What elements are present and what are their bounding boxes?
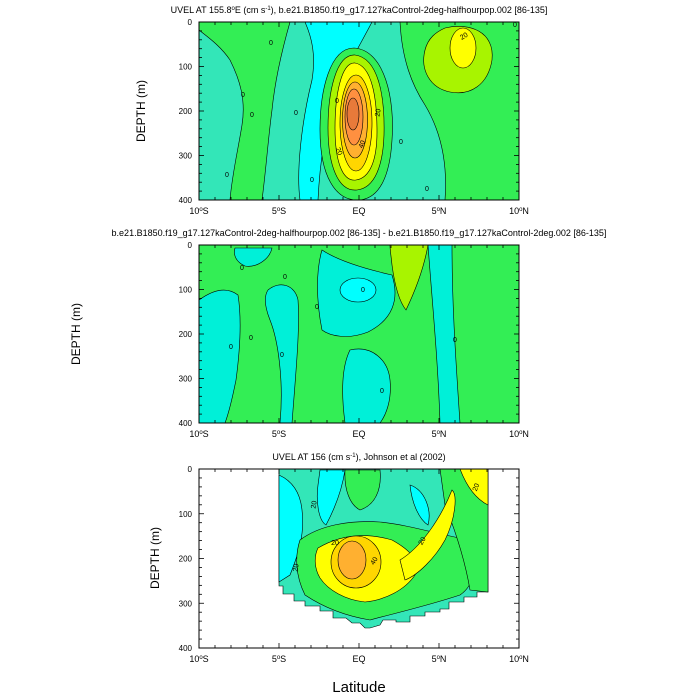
x-tick-label: EQ: [352, 206, 365, 216]
panel2-label-0: 0: [380, 388, 384, 395]
x-tick-label: 5oN: [432, 654, 447, 664]
panel1-label-0: 0: [250, 112, 254, 119]
x-tick-label: 10oN: [509, 206, 529, 216]
y-tick-label: 300: [179, 375, 193, 384]
y-tick-label: 100: [179, 286, 193, 295]
panel-model-difference: b.e21.B1850.f19_g17.127kaControl-2deg-ha…: [69, 228, 606, 439]
x-tick-label: 10oS: [189, 206, 208, 216]
panel3-label-20: 20: [472, 483, 481, 493]
x-tick-label: 10oN: [509, 654, 529, 664]
panel2-region-lime: [389, 245, 429, 311]
x-tick-label: 10oS: [189, 654, 208, 664]
panel3-region-cyan-mid: [316, 469, 346, 526]
y-tick-label: 400: [179, 644, 193, 653]
panel2-title: b.e21.B1850.f19_g17.127kaControl-2deg-ha…: [112, 228, 607, 238]
x-axis-label: Latitude: [332, 679, 385, 696]
panel1-contours: [199, 22, 519, 200]
x-tick-label: EQ: [352, 429, 365, 439]
panel1-region-eq-60: [346, 97, 360, 131]
panel2-region-cyan-left: [199, 289, 241, 423]
y-tick-label: 300: [179, 152, 193, 161]
panel2-label-0: 0: [315, 304, 319, 311]
panel2-label-0: 0: [280, 352, 284, 359]
panel2-region-cyan-right: [427, 245, 461, 423]
x-tick-label: 10oS: [189, 429, 208, 439]
panel3-region-yellow-right: [459, 469, 489, 506]
panel3-region-peak: [337, 540, 367, 580]
panel1-label-40: 40: [358, 140, 367, 150]
panel2-region-minimum: [339, 277, 377, 303]
panel2-region-cyan-topleft: [234, 247, 273, 267]
panel1-label-0: 0: [225, 172, 229, 179]
panel1-label-20-lower: 20: [334, 147, 343, 157]
y-tick-label: 400: [179, 419, 193, 428]
panel3-label-40: 40: [370, 556, 380, 566]
y-tick-label: 100: [179, 510, 193, 519]
y-tick-label: 200: [179, 107, 193, 116]
panel3-label-20: 20: [310, 500, 318, 509]
y-tick-label: 200: [179, 555, 193, 564]
panel2-label-0: 0: [361, 287, 365, 294]
panel3-contour-labels: 20 20 20 40 20 20: [292, 483, 481, 573]
panel2-ylabel: DEPTH (m): [69, 303, 83, 365]
panel1-label-0: 0: [294, 110, 298, 117]
x-tick-label: 5oN: [432, 429, 447, 439]
panel3-label-20: 20: [292, 563, 300, 572]
panel1-region-yellow-jet: [449, 27, 477, 69]
panel3-label-20: 20: [418, 536, 428, 546]
panel2-contour-labels: 0 0 0 0 0 0 0 0 0: [229, 265, 457, 395]
y-tick-label: 400: [179, 196, 193, 205]
panel1-title: UVEL AT 155.8oE (cm s-1), b.e21.B1850.f1…: [171, 5, 548, 15]
panel2-label-0: 0: [283, 274, 287, 281]
y-tick-label: 0: [188, 241, 193, 250]
x-tick-label: 5oS: [272, 654, 286, 664]
panel2-contours: [199, 245, 519, 423]
panel2-region-cyan-centerleft: [264, 284, 299, 423]
panel1-label-20-jet: 20: [459, 32, 469, 42]
y-tick-label: 300: [179, 599, 193, 608]
panel3-contours: [278, 469, 489, 629]
panel1-label-0: 0: [399, 139, 403, 146]
panel1-label-0: 0: [310, 177, 314, 184]
y-tick-label: 100: [179, 63, 193, 72]
panel2-label-0: 0: [453, 337, 457, 344]
x-tick-label: 5oS: [272, 429, 286, 439]
panel3-ylabel: DEPTH (m): [148, 527, 162, 589]
x-tick-label: 5oS: [272, 206, 286, 216]
panel1-label-20-upper: 20: [374, 108, 382, 117]
panel2-region-cyan-lower: [342, 348, 391, 423]
x-tick-label: 5oN: [432, 206, 447, 216]
panel3-region-yellow-finger: [399, 489, 456, 581]
panel3-title: UVEL AT 156 (cm s-1), Johnson et al (200…: [272, 452, 445, 462]
panel1-region-green-left: [199, 22, 291, 200]
panel2-label-0: 0: [249, 335, 253, 342]
panel1-label-0: 0: [425, 186, 429, 193]
panel2-label-0: 0: [229, 344, 233, 351]
panel1-label-0: 0: [269, 40, 273, 47]
panel3-region-cyan-right: [409, 484, 430, 526]
panel1-label-0: 0: [241, 92, 245, 99]
panel1-label-0: 0: [513, 22, 517, 29]
x-tick-label: 10oN: [509, 429, 529, 439]
y-tick-label: 0: [188, 18, 193, 27]
panel3-region-green-top: [344, 469, 381, 511]
panel1-contour-labels: 20 0 0 0 0 0 20 40 20 0 0 0 0 0: [225, 22, 517, 193]
panel1-label-0: 0: [335, 98, 339, 105]
panel2-label-0: 0: [240, 265, 244, 272]
x-tick-label: EQ: [352, 654, 365, 664]
panel-observed-uvel: UVEL AT 156 (cm s-1), Johnson et al (200…: [148, 452, 529, 664]
panel3-label-20: 20: [331, 540, 339, 547]
y-tick-label: 0: [188, 465, 193, 474]
y-tick-label: 200: [179, 330, 193, 339]
panel-model-uvel: UVEL AT 155.8oE (cm s-1), b.e21.B1850.f1…: [134, 5, 547, 216]
panel1-ylabel: DEPTH (m): [134, 80, 148, 142]
